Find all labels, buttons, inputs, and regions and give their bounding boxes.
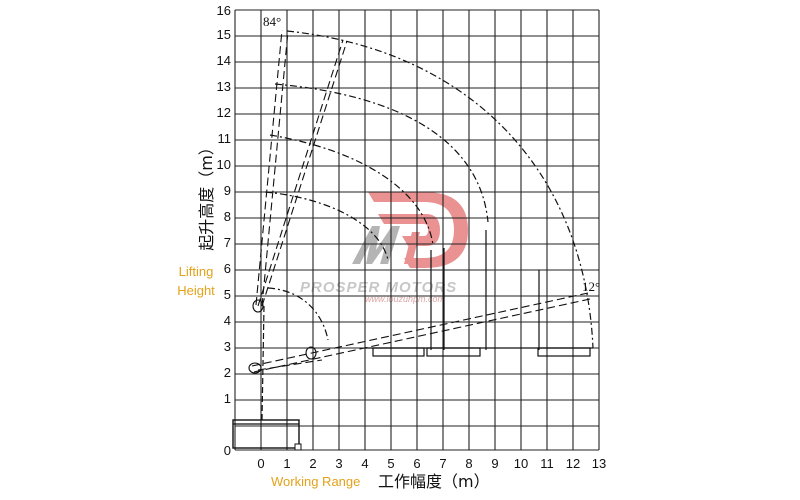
y-tick-label: 16 — [217, 3, 231, 18]
angle-max-label: 84° — [263, 14, 281, 29]
brand-logo-icon — [352, 192, 468, 268]
y-tick-label: 6 — [224, 261, 231, 276]
envelope-3 — [269, 134, 434, 246]
x-tick-label: 4 — [361, 456, 368, 471]
y-tick-label: 12 — [217, 105, 231, 120]
y-axis-title-cn: 起升高度（m） — [197, 139, 216, 251]
envelope-outer — [286, 30, 594, 349]
x-tick-label: 9 — [491, 456, 498, 471]
x-tick-label: 6 — [413, 456, 420, 471]
y-tick-label: 11 — [218, 131, 232, 146]
envelope-5 — [267, 287, 329, 341]
boom-min-angle — [248, 292, 591, 374]
grid — [234, 9, 600, 451]
envelope-4 — [264, 191, 389, 261]
y-tick-label: 7 — [224, 235, 231, 250]
x-tick-label: 7 — [439, 456, 446, 471]
y-axis-title-en-line2: Height — [177, 283, 215, 298]
x-tick-label: 8 — [465, 456, 472, 471]
angle-min-label: 12° — [582, 279, 600, 294]
y-tick-label: 9 — [224, 183, 231, 198]
boom-mid — [257, 359, 323, 371]
x-tick-label: 3 — [335, 456, 342, 471]
y-tick-label: 0 — [224, 443, 231, 458]
y-tick-label: 4 — [224, 313, 231, 328]
x-axis-title-cn: 工作幅度（m） — [378, 472, 490, 491]
y-tick-label: 10 — [217, 157, 231, 172]
boom-max-angle — [252, 29, 348, 313]
y-tick-label: 3 — [224, 339, 231, 354]
outrigger-pads — [365, 347, 593, 357]
y-tick-label: 15 — [217, 27, 231, 42]
x-tick-label: 1 — [283, 456, 290, 471]
y-tick-label: 5 — [224, 287, 231, 302]
watermark-url: www.louzuhpm.com — [365, 294, 446, 304]
x-tick-label: 0 — [257, 456, 264, 471]
envelope-2 — [274, 83, 489, 223]
y-axis-ticks: 0 1 2 3 4 5 6 7 8 9 10 11 12 13 14 15 16 — [217, 3, 231, 458]
x-tick-label: 12 — [566, 456, 580, 471]
x-tick-label: 5 — [387, 456, 394, 471]
x-axis-title-en: Working Range — [271, 474, 360, 489]
y-tick-label: 14 — [217, 53, 231, 68]
x-tick-label: 11 — [540, 456, 554, 471]
x-tick-label: 10 — [514, 456, 528, 471]
x-axis-ticks: 0 1 2 3 4 5 6 7 8 9 10 11 12 13 — [257, 456, 606, 471]
y-tick-label: 8 — [224, 209, 231, 224]
y-tick-label: 1 — [224, 391, 231, 406]
y-tick-label: 2 — [224, 365, 231, 380]
vehicle-base — [232, 305, 302, 451]
y-tick-label: 13 — [217, 79, 231, 94]
x-tick-label: 2 — [309, 456, 316, 471]
y-axis-title-en-line1: Lifting — [179, 264, 214, 279]
x-tick-label: 13 — [592, 456, 606, 471]
